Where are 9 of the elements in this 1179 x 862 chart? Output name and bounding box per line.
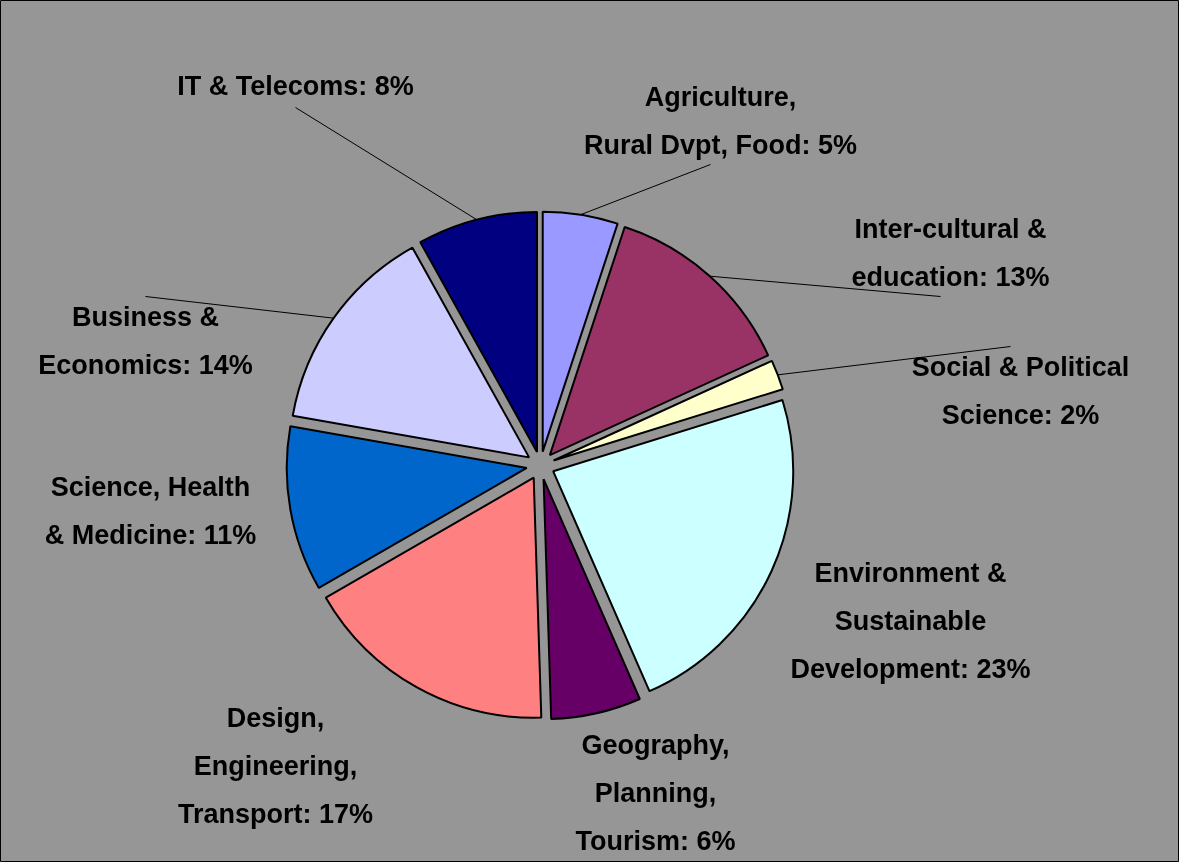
slice-label: Agriculture, Rural Dvpt, Food: 5% xyxy=(584,81,858,160)
slice-label: Environment & Sustainable Development: 23% xyxy=(790,557,1031,684)
slice-label: Business & Economics: 14% xyxy=(38,301,253,380)
slice-label: Design, Engineering, Transport: 17% xyxy=(177,702,374,829)
slice-label: Geography, Planning, Tourism: 6% xyxy=(575,729,736,856)
slice-label: Inter-cultural & education: 13% xyxy=(851,213,1050,292)
slice-label: Science, Health & Medicine: 11% xyxy=(44,471,257,550)
slice-label: IT & Telecoms: 8% xyxy=(177,70,414,101)
slice-label: Social & Political Science: 2% xyxy=(911,351,1130,430)
